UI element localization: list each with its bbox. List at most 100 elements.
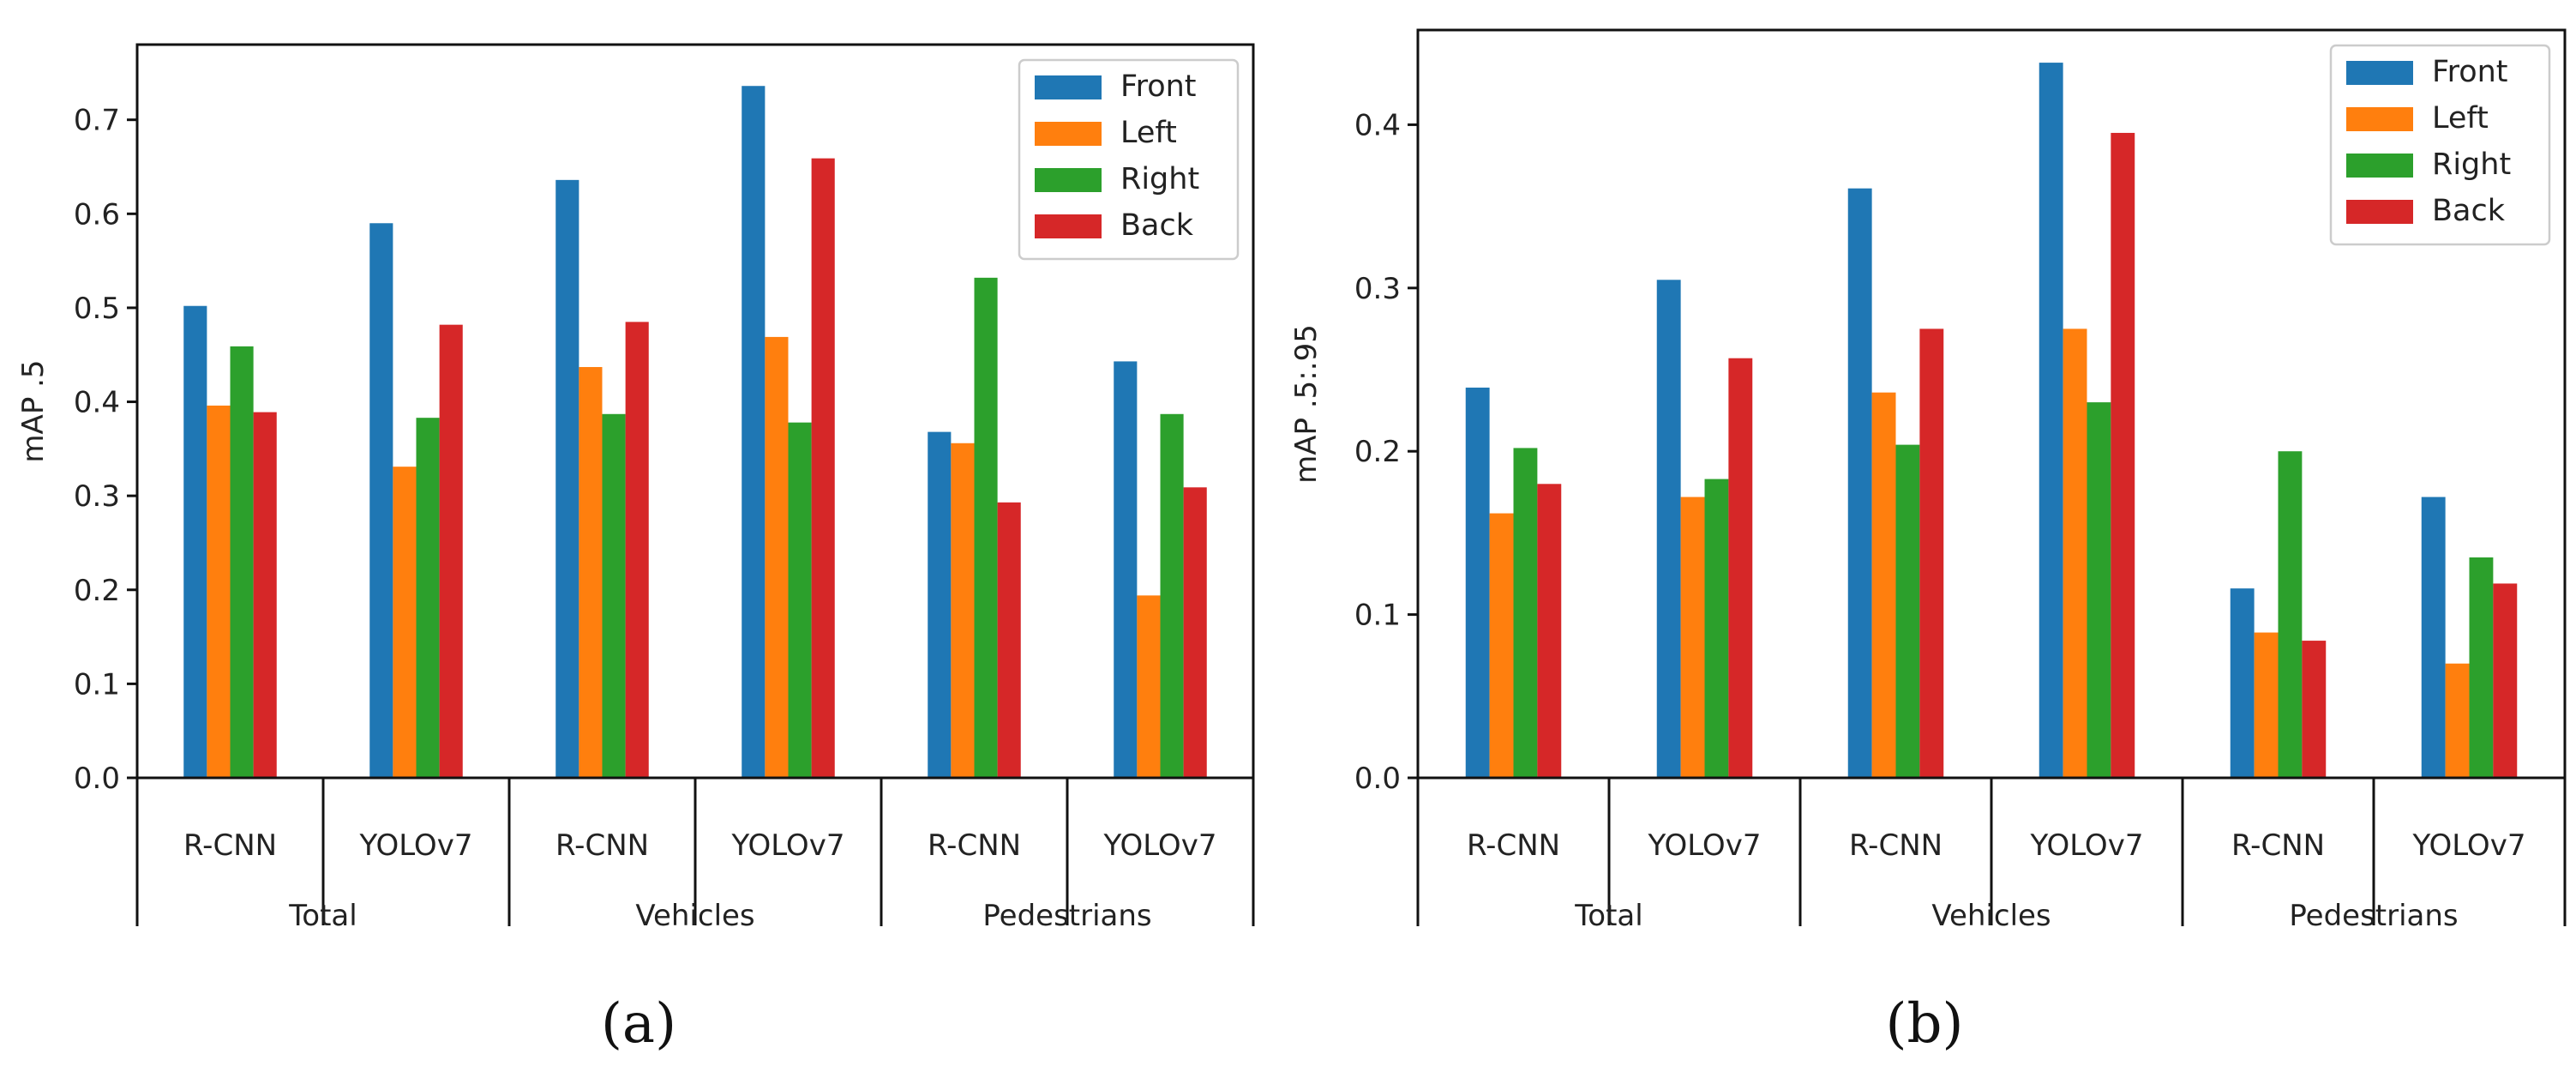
y-tick-label: 0.1 [74, 667, 120, 702]
bar-front-3 [2039, 63, 2063, 778]
bar-back-3 [811, 158, 835, 778]
legend-swatch-front [1035, 75, 1102, 99]
x-category-label: YOLOv7 [2412, 828, 2526, 863]
legend-swatch-front [2346, 61, 2413, 85]
bar-left-5 [2445, 663, 2470, 778]
bar-left-3 [765, 336, 789, 779]
y-tick-label: 0.2 [74, 574, 120, 608]
y-axis-label: mAP .5 [16, 359, 51, 462]
y-tick-label: 0.7 [74, 104, 120, 138]
bar-left-4 [951, 443, 975, 778]
bar-right-5 [1160, 413, 1184, 778]
panel-caption: (b) [1886, 992, 1964, 1056]
bar-right-0 [230, 346, 254, 778]
bar-back-1 [439, 324, 463, 779]
bar-left-2 [579, 366, 603, 778]
bar-left-0 [207, 405, 231, 778]
bar-back-4 [2302, 641, 2327, 778]
x-category-label: YOLOv7 [1648, 828, 1762, 863]
x-category-label: YOLOv7 [359, 828, 473, 863]
bar-right-4 [974, 277, 998, 778]
legend-box [2329, 44, 2551, 246]
legend-box [1018, 58, 1240, 261]
x-category-label: R-CNN [1467, 828, 1560, 863]
legend-swatch-back [2346, 200, 2413, 224]
y-tick-label: 0.4 [1354, 108, 1401, 142]
bar-back-4 [997, 502, 1021, 778]
y-tick-label: 0.0 [74, 762, 120, 796]
bar-front-5 [1114, 361, 1138, 778]
x-category-label: R-CNN [928, 828, 1021, 863]
bar-front-0 [183, 305, 207, 778]
y-tick-label: 0.2 [1354, 435, 1401, 469]
y-tick-label: 0.6 [74, 197, 120, 232]
bar-front-1 [1656, 280, 1681, 779]
chart-panel-a: 0.0 0.1 0.2 0.3 0.4 0.5 0.6 0.7 mAP .5 R-CNN YOLOv… [16, 43, 1255, 1056]
legend-label-right: Right [1120, 162, 1199, 196]
bar-right-2 [602, 413, 626, 778]
x-group-label: Vehicles [1931, 899, 2051, 933]
bar-front-5 [2421, 497, 2446, 778]
x-category-label: R-CNN [555, 828, 649, 863]
y-tick-label: 0.1 [1354, 599, 1401, 633]
bar-back-1 [1728, 358, 1753, 778]
bar-right-1 [416, 418, 440, 778]
bar-back-5 [2493, 583, 2518, 778]
legend-swatch-right [2346, 154, 2413, 178]
bar-front-2 [555, 179, 579, 778]
legend-label-front: Front [2432, 55, 2508, 89]
bar-front-4 [928, 431, 952, 778]
bar-left-1 [393, 467, 417, 778]
bar-left-3 [2063, 328, 2087, 779]
legend-label-back: Back [2432, 194, 2506, 228]
bar-left-4 [2254, 632, 2279, 778]
y-axis-label: mAP .5:.95 [1289, 324, 1324, 484]
bar-front-4 [2230, 588, 2255, 778]
y-tick-label: 0.3 [74, 479, 120, 514]
bar-back-3 [2111, 132, 2135, 778]
legend-label-left: Left [1120, 116, 1177, 150]
bar-left-2 [1871, 392, 1896, 778]
x-category-label: YOLOv7 [2030, 828, 2144, 863]
y-tick-label: 0.4 [74, 386, 120, 420]
bar-right-1 [1704, 479, 1729, 778]
bar-right-5 [2469, 557, 2494, 778]
legend-swatch-back [1035, 214, 1102, 238]
x-group-label: Pedestrians [982, 899, 1151, 933]
bar-right-3 [2087, 402, 2111, 778]
bar-back-5 [1183, 487, 1207, 778]
panel-caption: (a) [601, 992, 676, 1056]
legend-swatch-right [1035, 168, 1102, 192]
bar-back-0 [253, 412, 277, 778]
bar-left-1 [1680, 497, 1705, 778]
x-category-label: YOLOv7 [1103, 828, 1217, 863]
bar-back-2 [1919, 328, 1944, 779]
x-group-label: Total [288, 899, 357, 933]
bar-front-0 [1465, 387, 1490, 778]
bar-left-5 [1137, 595, 1161, 778]
x-group-label: Pedestrians [2289, 899, 2458, 933]
legend-label-right: Right [2432, 148, 2511, 182]
x-category-label: R-CNN [183, 828, 277, 863]
bar-right-4 [2278, 451, 2303, 778]
bar-right-3 [788, 422, 812, 778]
chart-panel-b: 0.0 0.1 0.2 0.3 0.4 mAP .5:.95 R-CNN YOLOv7 R-CN… [1289, 28, 2567, 1056]
y-tick-label: 0.3 [1354, 272, 1401, 306]
bar-right-0 [1513, 448, 1538, 778]
bar-front-1 [369, 223, 393, 778]
legend-swatch-left [1035, 122, 1102, 146]
legend-swatch-left [2346, 107, 2413, 131]
x-category-label: R-CNN [2231, 828, 2325, 863]
y-tick-label: 0.0 [1354, 762, 1401, 796]
x-group-label: Vehicles [635, 899, 754, 933]
bar-back-0 [1537, 484, 1562, 778]
bar-left-0 [1489, 513, 1514, 778]
bar-front-2 [1847, 188, 1872, 779]
legend-label-left: Left [2432, 101, 2489, 136]
x-category-label: YOLOv7 [731, 828, 845, 863]
bar-front-3 [742, 86, 766, 778]
y-tick-label: 0.5 [74, 292, 120, 326]
bar-right-2 [1895, 444, 1920, 778]
legend-label-back: Back [1120, 208, 1194, 243]
